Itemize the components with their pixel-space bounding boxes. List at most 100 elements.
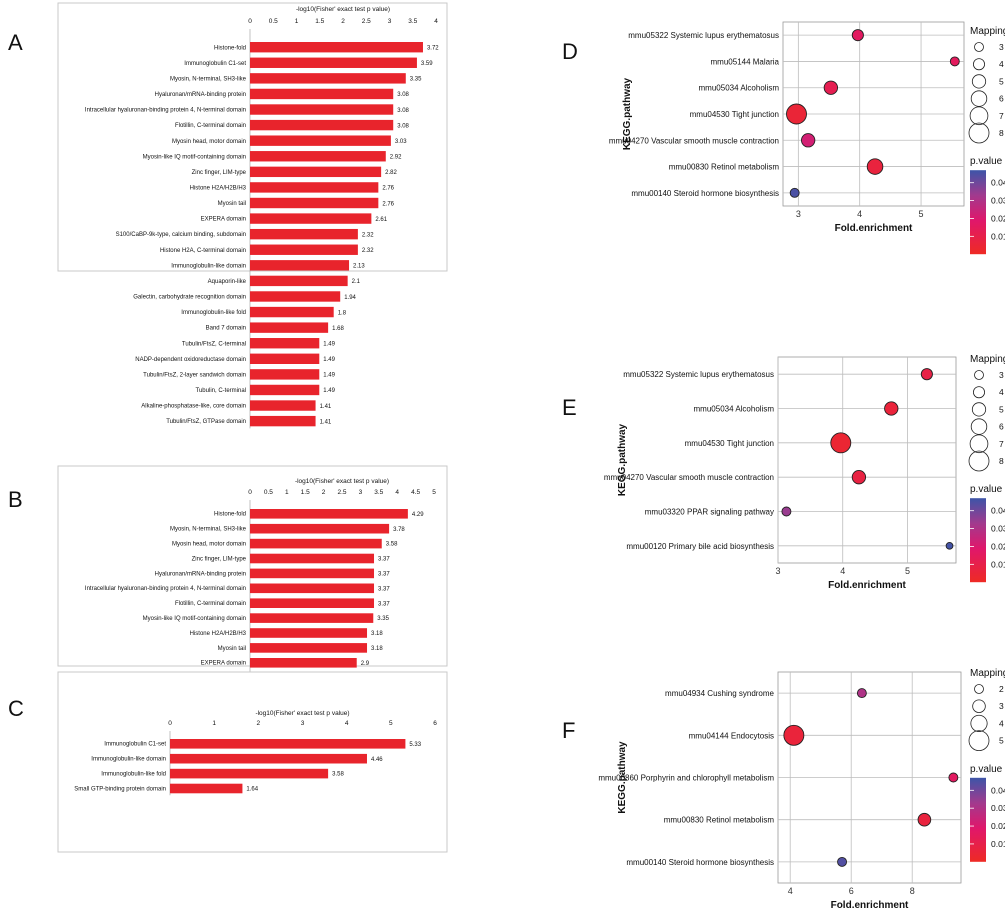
category-label: Flotillin, C-terminal domain xyxy=(175,123,246,129)
size-legend-label: 4 xyxy=(999,718,1004,728)
value-label: 1.49 xyxy=(323,357,335,363)
x-tick-label: 4 xyxy=(345,720,349,727)
bar xyxy=(250,151,386,162)
data-point xyxy=(823,80,839,95)
bar xyxy=(250,57,417,68)
y-axis-title: KEGG.pathway xyxy=(617,423,628,496)
category-label: Myosin head, motor domain xyxy=(172,139,246,145)
data-point xyxy=(851,470,867,485)
category-label: mmu04144 Endocytosis xyxy=(689,731,774,740)
category-label: Intracellular hyaluronan-binding protein… xyxy=(85,108,246,114)
category-label: Myosin, N-terminal, SH3-like xyxy=(170,527,247,533)
data-point xyxy=(830,432,852,454)
category-label: Histone H2A, C-terminal domain xyxy=(160,248,246,254)
size-legend-label: 2 xyxy=(999,684,1004,694)
category-label: Immunoglobulin-like domain xyxy=(91,757,166,763)
size-legend-key xyxy=(970,418,988,435)
x-tick-label: 1 xyxy=(295,18,299,25)
value-label: 1.94 xyxy=(344,295,356,301)
category-label: mmu00120 Primary bile acid biosynthesis xyxy=(626,542,774,551)
category-label: mmu04934 Cushing syndrome xyxy=(665,689,774,698)
value-label: 3.35 xyxy=(377,616,389,622)
category-label: mmu00140 Steroid hormone biosynthesis xyxy=(631,189,779,198)
size-legend-label: 7 xyxy=(999,111,1004,121)
value-label: 1.49 xyxy=(323,388,335,394)
category-label: mmu00860 Porphyrin and chlorophyll metab… xyxy=(598,774,774,783)
category-label: Histone H2A/H2B/H3 xyxy=(190,186,247,192)
bar xyxy=(250,523,390,534)
size-legend-key xyxy=(969,106,989,126)
bar xyxy=(250,73,406,84)
category-label: Immunoglobulin C1-set xyxy=(184,61,246,67)
value-label: 3.08 xyxy=(397,123,409,129)
data-point xyxy=(781,506,792,517)
category-label: mmu00830 Retinol metabolism xyxy=(669,163,780,172)
bar xyxy=(250,598,375,608)
value-label: 1.8 xyxy=(338,310,347,316)
bar xyxy=(250,658,357,668)
data-point xyxy=(948,772,959,783)
x-tick-label: 2 xyxy=(257,720,261,727)
value-label: 3.37 xyxy=(378,572,390,578)
category-label: Zinc finger, LIM-type xyxy=(192,556,247,562)
size-legend-key xyxy=(974,42,984,52)
x-tick-label: 4 xyxy=(434,18,438,25)
category-label: mmu05034 Alcoholism xyxy=(699,84,780,93)
color-legend-label: 0.02 xyxy=(991,541,1005,551)
bar xyxy=(250,538,382,549)
panel-label: E xyxy=(562,395,577,420)
bar xyxy=(250,104,394,115)
value-label: 3.37 xyxy=(378,557,390,563)
size-legend-key xyxy=(974,684,984,694)
bar xyxy=(250,628,368,638)
color-legend-label: 0.01 xyxy=(991,231,1005,241)
category-label: S100/CaBP-9k-type, calcium binding, subd… xyxy=(116,232,246,238)
x-axis-title: -log10(Fisher' exact test p value) xyxy=(255,710,349,717)
category-label: Myosin head, motor domain xyxy=(172,542,246,548)
x-tick-label: 2 xyxy=(341,18,345,25)
data-point xyxy=(949,56,960,67)
x-tick-label: 0.5 xyxy=(264,489,273,496)
x-tick-label: 3 xyxy=(359,489,363,496)
data-point xyxy=(866,158,884,175)
x-tick-label: 5 xyxy=(389,720,393,727)
color-legend-label: 0.02 xyxy=(991,821,1005,831)
bar xyxy=(250,583,375,594)
color-legend-label: 0.02 xyxy=(991,213,1005,223)
x-tick-label: 1 xyxy=(285,489,289,496)
bar xyxy=(250,88,394,100)
bar xyxy=(170,783,243,794)
size-legend-label: 3 xyxy=(999,701,1004,711)
x-tick-label: 4 xyxy=(395,489,399,496)
value-label: 2.1 xyxy=(352,279,361,285)
x-tick-label: 1.5 xyxy=(301,489,310,496)
value-label: 2.76 xyxy=(382,201,394,207)
value-label: 1.68 xyxy=(332,326,344,332)
size-legend-title: Mapping xyxy=(970,668,1005,679)
bar xyxy=(250,568,375,579)
value-label: 1.49 xyxy=(323,373,335,379)
color-legend-title: p.value xyxy=(970,156,1003,167)
x-tick-label: 3 xyxy=(775,566,780,576)
data-point xyxy=(945,541,954,550)
value-label: 3.37 xyxy=(378,586,390,592)
value-label: 3.59 xyxy=(421,61,433,67)
category-label: Myosin-like IQ motif-containing domain xyxy=(143,616,246,622)
y-axis-title: KEGG.pathway xyxy=(617,741,628,814)
category-label: NADP-dependent oxidoreductase domain xyxy=(135,357,246,363)
x-tick-label: 2 xyxy=(322,489,326,496)
category-label: Immunoglobulin C1-set xyxy=(104,742,166,748)
value-label: 2.61 xyxy=(375,217,387,223)
category-label: mmu03320 PPAR signaling pathway xyxy=(645,508,774,517)
x-tick-label: 0 xyxy=(248,489,252,496)
x-tick-label: 5 xyxy=(432,489,436,496)
category-label: Myosin tail xyxy=(218,201,246,207)
bar xyxy=(250,322,329,333)
x-axis-title: Fold.enrichment xyxy=(831,900,909,909)
category-label: mmu00140 Steroid hormone biosynthesis xyxy=(626,858,774,867)
value-label: 2.76 xyxy=(382,186,394,192)
category-label: Galectin, carbohydrate recognition domai… xyxy=(133,295,246,301)
size-legend-label: 3 xyxy=(999,370,1004,380)
x-tick-label: 0.5 xyxy=(269,18,278,25)
x-tick-label: 3 xyxy=(388,18,392,25)
